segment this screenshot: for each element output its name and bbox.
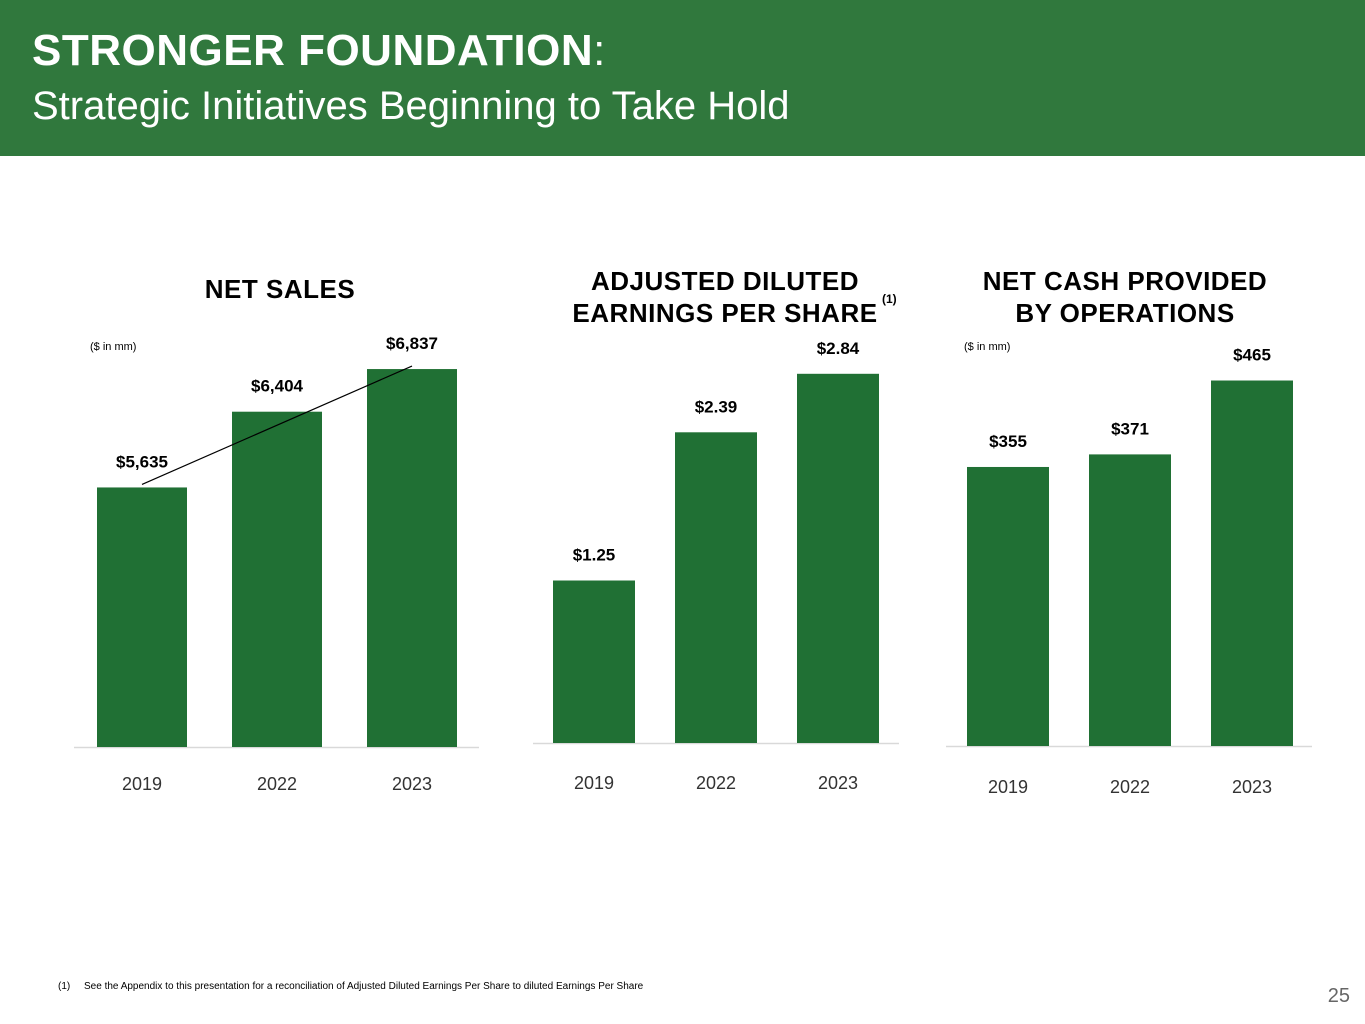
chart-2-bar-2019	[553, 580, 635, 743]
chart-3-tick-label-2019: 2019	[988, 777, 1028, 797]
chart-1-bar-2022	[232, 411, 322, 747]
cash-flow-title-line1: NET CASH PROVIDED	[982, 266, 1268, 296]
chart-3-value-label-2022: $371	[1111, 419, 1149, 438]
chart-3-bar-2023	[1211, 380, 1293, 746]
chart-3-bar-2019	[967, 466, 1049, 746]
eps-footnote-marker: (1)	[882, 292, 897, 306]
cash-flow-title-line2: BY OPERATIONS	[1015, 298, 1235, 328]
net-sales-unit-note: ($ in mm)	[90, 341, 137, 353]
chart-1-bar-2019	[97, 487, 187, 747]
eps-title-line1: ADJUSTED DILUTED	[590, 266, 859, 296]
net-sales-title: NET SALES	[204, 274, 356, 304]
chart-2-tick-label-2022: 2022	[696, 773, 736, 793]
chart-3-value-label-2019: $355	[989, 432, 1027, 451]
chart-2-tick-label-2019: 2019	[574, 773, 614, 793]
chart-3-value-label-2023: $465	[1233, 346, 1271, 365]
page-subtitle: Strategic Initiatives Beginning to Take …	[32, 84, 790, 128]
chart-2-value-label-2023: $2.84	[817, 339, 860, 358]
chart-3-tick-label-2022: 2022	[1110, 777, 1150, 797]
chart-2-value-label-2019: $1.25	[573, 546, 616, 565]
header-banner: STRONGER FOUNDATION: Strategic Initiativ…	[0, 0, 1365, 156]
chart-1-tick-label-2022: 2022	[257, 774, 297, 794]
footnote-marker: (1)	[58, 981, 71, 992]
chart-1-bar-2023	[367, 369, 457, 747]
footnote: (1) See the Appendix to this presentation…	[58, 981, 643, 992]
chart-3-tick-label-2023: 2023	[1232, 777, 1272, 797]
chart-1-value-label-2022: $6,404	[251, 377, 304, 396]
chart-2-tick-label-2023: 2023	[818, 773, 858, 793]
cash-flow-unit-note: ($ in mm)	[964, 341, 1011, 353]
chart-1-value-label-2023: $6,837	[386, 334, 438, 353]
eps-title-line2: EARNINGS PER SHARE	[572, 298, 878, 328]
chart-1-trend-line	[141, 365, 413, 486]
chart-3-bar-2022	[1089, 454, 1171, 746]
chart-2-value-label-2022: $2.39	[695, 397, 738, 416]
chart-2-bar-2023	[797, 373, 879, 743]
chart-1-tick-label-2023: 2023	[392, 774, 432, 794]
footnote-text: See the Appendix to this presentation fo…	[84, 981, 644, 992]
chart-1-value-label-2019: $5,635	[116, 452, 168, 471]
cash-flow-title: NET CASH PROVIDED BY OPERATIONS	[960, 265, 1290, 329]
chart-1-tick-label-2019: 2019	[122, 774, 162, 794]
chart-2-bar-2022	[675, 432, 757, 743]
page-title: STRONGER FOUNDATION:	[32, 26, 606, 75]
eps-title: ADJUSTED DILUTED EARNINGS PER SHARE	[560, 265, 890, 329]
page-number: 25	[1327, 985, 1350, 1007]
